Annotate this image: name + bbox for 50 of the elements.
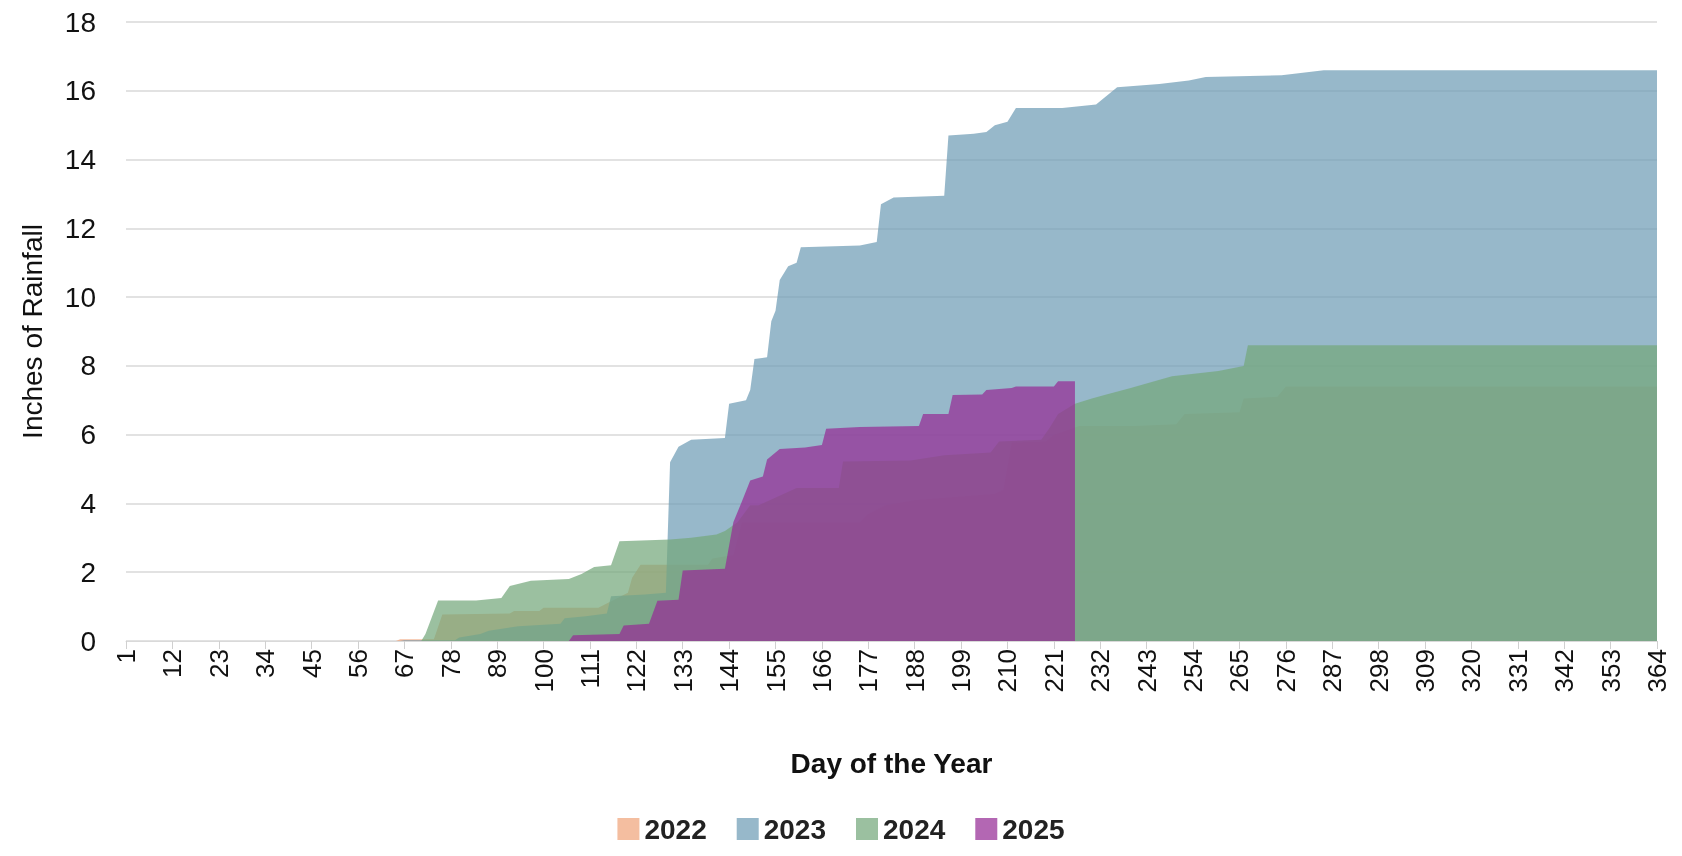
x-tick-label: 23 [203, 649, 234, 678]
x-tick-label: 276 [1270, 649, 1301, 693]
y-tick-label: 16 [64, 75, 96, 107]
y-tick-label: 18 [64, 6, 96, 38]
x-tick-label: 342 [1549, 649, 1580, 693]
x-tick-label: 265 [1224, 649, 1255, 693]
y-tick-label: 10 [64, 281, 96, 313]
x-tick-label: 111 [574, 649, 605, 689]
legend-label: 2022 [644, 813, 707, 845]
x-tick-label: 155 [760, 649, 791, 693]
y-tick-label: 0 [80, 625, 96, 657]
x-tick-label: 100 [528, 649, 559, 693]
x-tick-label: 287 [1317, 649, 1348, 693]
x-tick-label: 133 [667, 649, 698, 693]
y-tick-label: 2 [80, 556, 96, 588]
x-tick-label: 364 [1642, 649, 1672, 693]
x-tick-label: 67 [389, 649, 420, 678]
x-tick-label: 45 [296, 649, 327, 678]
legend-label: 2024 [883, 813, 946, 845]
x-tick-label: 144 [714, 649, 745, 693]
x-tick-label: 122 [621, 649, 652, 693]
y-tick-label: 12 [64, 212, 96, 244]
x-tick-label: 298 [1363, 649, 1394, 693]
x-tick-label: 78 [435, 649, 466, 678]
x-tick-label: 309 [1410, 649, 1441, 693]
x-tick-label: 320 [1456, 649, 1487, 693]
x-tick-label: 243 [1131, 649, 1162, 693]
y-tick-label: 14 [64, 144, 96, 176]
x-tick-label: 210 [992, 649, 1023, 693]
x-tick-label: 177 [853, 649, 884, 693]
legend-label: 2025 [1002, 813, 1065, 845]
x-axis-title: Day of the Year [790, 747, 993, 779]
y-tick-label: 4 [80, 487, 96, 519]
x-tick-label: 188 [899, 649, 930, 693]
legend-label: 2023 [763, 813, 827, 845]
x-tick-label: 1 [111, 649, 141, 664]
y-tick-label: 8 [80, 350, 96, 382]
x-tick-label: 34 [250, 649, 281, 678]
x-tick-label: 232 [1085, 649, 1116, 693]
x-tick-label: 254 [1178, 649, 1209, 693]
x-tick-label: 166 [806, 649, 837, 693]
x-tick-label: 353 [1595, 649, 1626, 693]
x-tick-label: 331 [1502, 649, 1533, 693]
x-tick-label: 12 [157, 649, 188, 678]
x-tick-label: 56 [342, 649, 373, 678]
x-tick-label: 221 [1038, 649, 1069, 693]
x-tick-label: 89 [482, 649, 513, 678]
y-axis-title: Inches of Rainfall [16, 224, 48, 439]
y-tick-label: 6 [80, 419, 96, 451]
x-tick-label: 199 [946, 649, 977, 693]
